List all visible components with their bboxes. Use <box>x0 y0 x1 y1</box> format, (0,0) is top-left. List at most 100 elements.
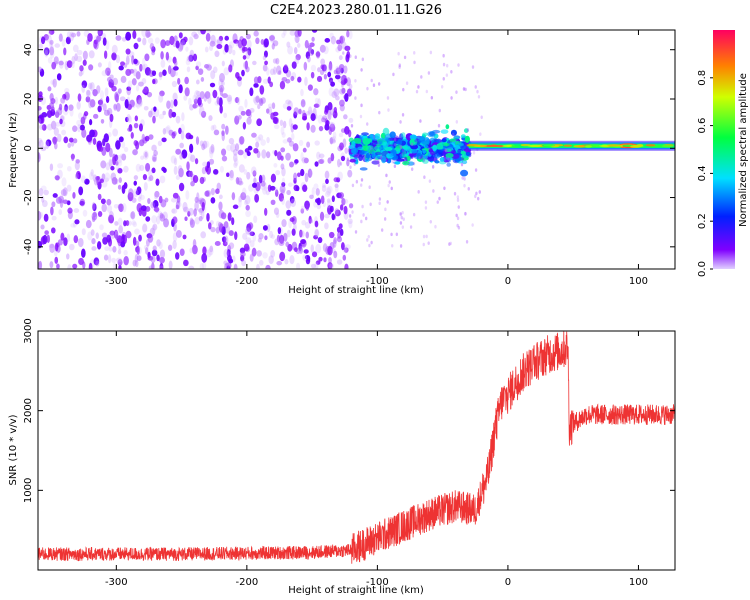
heatmap-cell <box>137 196 142 202</box>
heatmap-cell <box>128 220 132 226</box>
heatmap-cell <box>233 39 239 44</box>
heatmap-cell <box>192 239 197 249</box>
heatmap-cell <box>218 201 223 211</box>
heatmap-cell <box>116 154 123 164</box>
heatmap-cell <box>399 120 402 124</box>
heatmap-cell <box>434 160 440 164</box>
heatmap-cell <box>338 132 344 138</box>
heatmap-cell <box>196 192 200 202</box>
heatmap-cell <box>427 241 430 245</box>
heatmap-cell <box>135 71 141 80</box>
heatmap-cell <box>97 30 102 35</box>
heatmap-cell <box>269 68 275 76</box>
heatmap-cell <box>289 30 296 36</box>
heatmap-cell <box>320 195 325 205</box>
heatmap-cell <box>314 140 320 146</box>
heatmap-cell <box>167 244 173 251</box>
heatmap-cell <box>269 185 276 191</box>
heatmap-cell <box>69 31 75 42</box>
heatmap-cell <box>54 122 61 127</box>
x-tick-label: 100 <box>629 276 648 287</box>
carrier-cell <box>599 144 610 148</box>
heatmap-cell <box>314 220 319 228</box>
heatmap-cell <box>292 143 299 152</box>
heatmap-cell <box>117 259 123 266</box>
heatmap-cell <box>212 89 218 99</box>
heatmap-cell <box>327 185 333 194</box>
heatmap-cell <box>288 140 295 147</box>
heatmap-cell <box>400 152 404 157</box>
heatmap-cell <box>342 51 345 55</box>
heatmap-cell <box>73 208 80 214</box>
heatmap-cell <box>115 54 121 64</box>
heatmap-cell <box>38 152 41 162</box>
heatmap-cell <box>329 137 334 145</box>
heatmap-cell <box>114 92 119 102</box>
heatmap-cell <box>190 154 196 163</box>
heatmap-cell <box>333 237 337 244</box>
heatmap-cell <box>335 67 341 75</box>
heatmap-cell <box>43 46 49 56</box>
heatmap-cell <box>441 138 447 143</box>
heatmap-cell <box>333 177 339 183</box>
heatmap-cell <box>216 38 223 45</box>
heatmap-cell <box>195 61 202 68</box>
heatmap-cell <box>99 90 105 100</box>
heatmap-cell <box>51 201 56 208</box>
heatmap-cell <box>204 91 211 99</box>
heatmap-cell <box>69 107 74 117</box>
heatmap-cell <box>203 93 208 102</box>
heatmap-cell <box>99 178 105 184</box>
heatmap-cell <box>280 163 285 170</box>
heatmap-cell <box>117 249 122 255</box>
heatmap-cell <box>219 104 223 114</box>
x-tick-label: 100 <box>629 577 648 588</box>
heatmap-cell <box>386 200 389 204</box>
heatmap-cell <box>136 255 142 262</box>
heatmap-cell <box>291 228 296 236</box>
heatmap-cell <box>157 140 163 147</box>
heatmap-cell <box>255 141 260 148</box>
heatmap-cell <box>151 154 157 163</box>
heatmap-cell <box>463 177 466 181</box>
heatmap-cell <box>78 186 84 196</box>
heatmap-cell <box>396 158 405 162</box>
heatmap-cell <box>389 131 396 139</box>
heatmap-cell <box>54 256 59 264</box>
heatmap-cell <box>222 241 228 247</box>
heatmap-cell <box>325 119 330 126</box>
heatmap-cell <box>109 113 114 123</box>
heatmap-cell <box>102 236 108 245</box>
heatmap-cell <box>281 32 286 39</box>
heatmap-cell <box>200 77 205 82</box>
heatmap-cell <box>276 260 283 266</box>
heatmap-cell <box>108 159 113 168</box>
heatmap-cell <box>348 214 352 218</box>
heatmap-cell <box>465 151 471 156</box>
heatmap-cell <box>195 65 199 71</box>
heatmap-cell <box>38 210 42 221</box>
heatmap-cell <box>341 87 346 94</box>
heatmap-cell <box>89 99 96 108</box>
heatmap-cell <box>282 139 289 144</box>
heatmap-cell <box>133 175 139 180</box>
heatmap-cell <box>170 155 177 164</box>
heatmap-cell <box>328 231 335 239</box>
heatmap-cell <box>293 46 298 55</box>
heatmap-cell <box>171 80 177 88</box>
heatmap-cell <box>180 130 185 140</box>
heatmap-cell <box>173 157 178 166</box>
heatmap-cell <box>60 97 66 104</box>
heatmap-cell <box>234 115 240 125</box>
heatmap-cell <box>401 225 405 229</box>
heatmap-cell <box>299 229 303 238</box>
heatmap-cell <box>45 140 50 150</box>
heatmap-cell <box>310 263 317 269</box>
heatmap-cell <box>265 190 270 196</box>
heatmap-cell <box>209 40 216 47</box>
heatmap-cell <box>145 238 150 247</box>
heatmap-cell <box>344 92 349 102</box>
heatmap-cell <box>253 215 258 224</box>
heatmap-cell <box>195 136 200 145</box>
heatmap-cell <box>168 260 173 269</box>
